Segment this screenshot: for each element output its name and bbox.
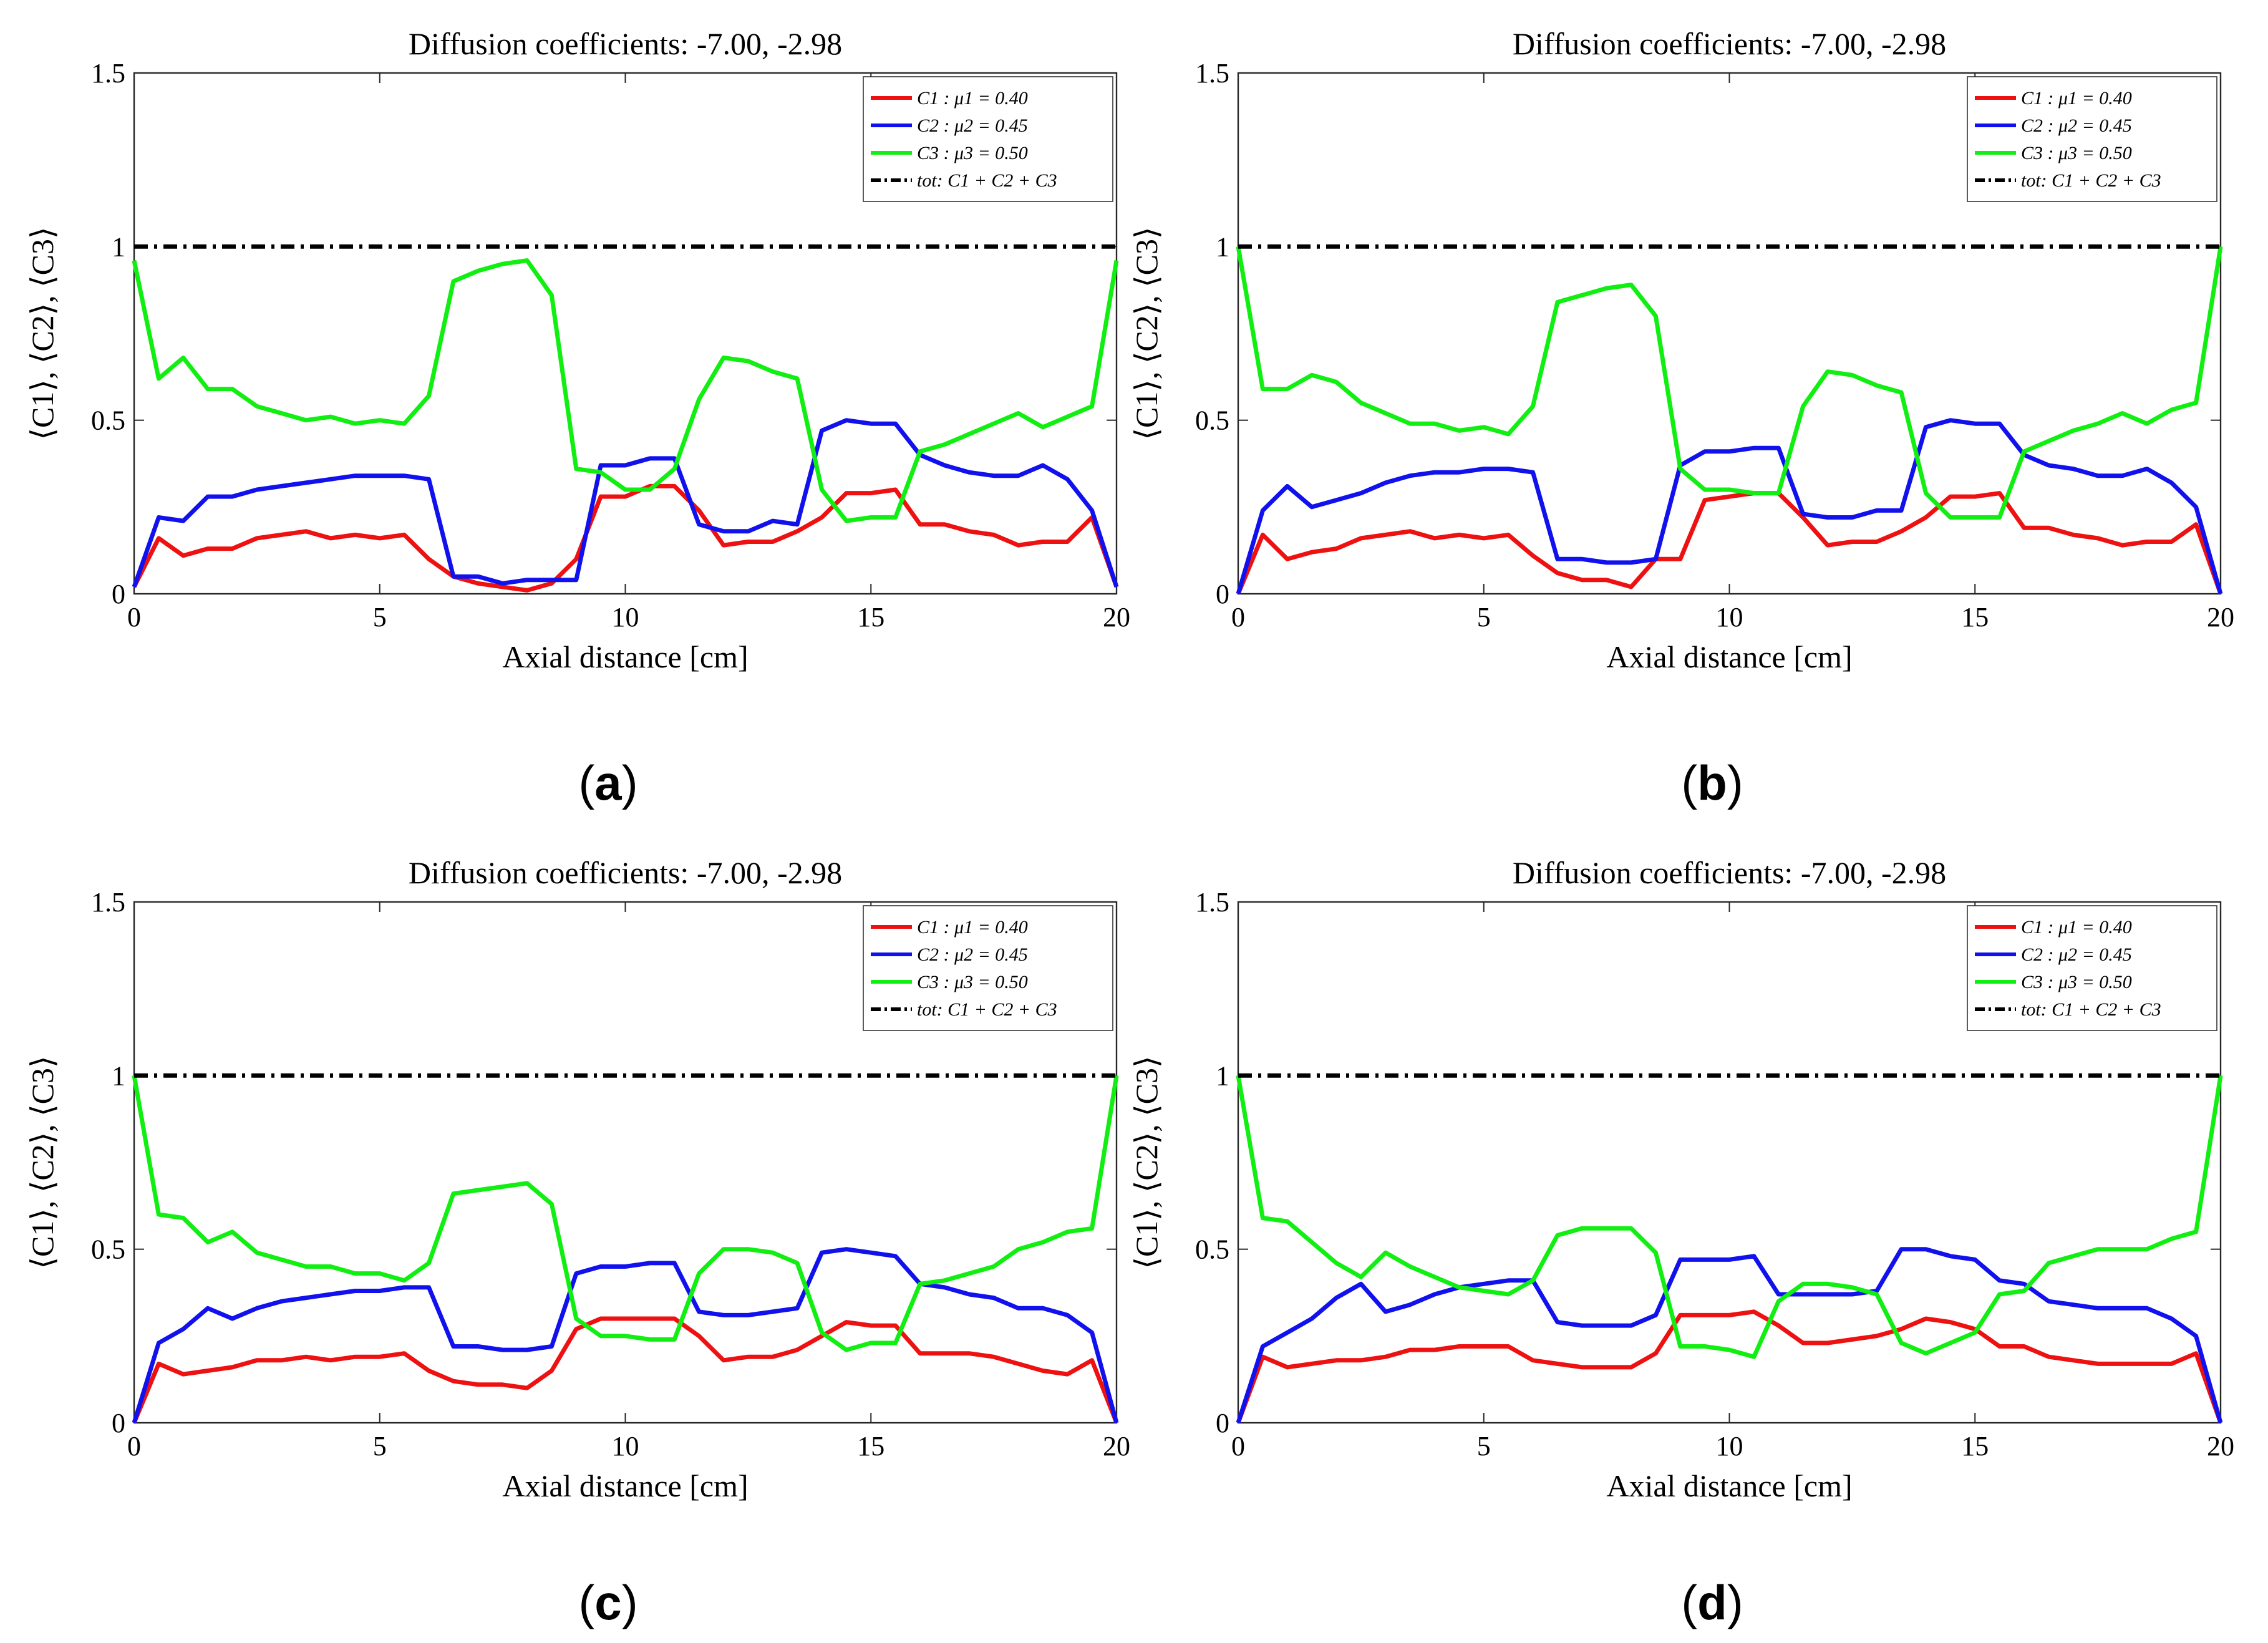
chart-c-ytick-label: 0.5 [91,1234,125,1265]
panel-a: Diffusion coefficients: -7.00, -2.98 0 5 10… [0,0,1134,822]
chart-b-ytick-label: 1.5 [1195,58,1229,89]
chart-a-ytick-label: 0 [112,579,125,609]
chart-c-ytick-label: 0 [112,1408,125,1438]
chart-a-ylabel: ⟨C1⟩, ⟨C2⟩, ⟨C3⟩ [25,226,60,440]
chart-c-title: Diffusion coefficients: -7.00, -2.98 [409,855,842,890]
chart-a-ytick-label: 1 [112,231,125,262]
panel-d: Diffusion coefficients: -7.00, -2.98 0 5 10… [1104,829,2238,1643]
chart-c-ylabel: ⟨C1⟩, ⟨C2⟩, ⟨C3⟩ [25,1055,60,1269]
chart-b-xtick-label: 20 [2207,602,2234,632]
panel-c: Diffusion coefficients: -7.00, -2.98 0 5 10… [0,829,1134,1643]
chart-b-ytick-label: 0 [1216,579,1229,609]
chart-c-svg: Diffusion coefficients: -7.00, -2.980 5 10… [25,855,1130,1503]
chart-d-xtick-label: 10 [1716,1431,1743,1461]
chart-d-xtick-label: 0 [1231,1431,1245,1461]
chart-a-series-1-line [132,483,1119,593]
chart-d-svg: Diffusion coefficients: -7.00, -2.980 5 10… [1129,855,2234,1503]
chart-d-ytick-label: 1.5 [1195,887,1229,918]
chart-c-legend-label-2: C2 : μ2 = 0.45 [917,944,1028,965]
chart-c-ytick-label: 1.5 [91,887,125,918]
chart-c-legend-label-4: tot: C1 + C2 + C3 [917,999,1057,1020]
chart-d-legend-label-1: C1 : μ1 = 0.40 [2021,917,2132,938]
chart-b-xtick-label: 15 [1961,602,1989,632]
chart-d-legend-label-3: C3 : μ3 = 0.50 [2021,972,2132,992]
chart-b-xlabel: Axial distance [cm] [1606,639,1852,674]
chart-d-title: Diffusion coefficients: -7.00, -2.98 [1513,855,1946,890]
chart-d-xtick-label: 20 [2207,1431,2234,1461]
chart-b-legend-label-2: C2 : μ2 = 0.45 [2021,115,2132,136]
chart-b-title: Diffusion coefficients: -7.00, -2.98 [1513,26,1946,61]
chart-c-xtick-label: 15 [857,1431,884,1461]
chart-a-series-3-line [132,258,1119,523]
panel-label-d: (d) [1681,1575,1743,1630]
chart-d-series-2-line [1236,1247,2223,1424]
chart-c-ytick-label: 1 [112,1060,125,1091]
chart-c-legend-label-1: C1 : μ1 = 0.40 [917,917,1028,938]
chart-a-series-2-line [132,418,1119,588]
chart-d-legend-label-2: C2 : μ2 = 0.45 [2021,944,2132,965]
chart-a-title: Diffusion coefficients: -7.00, -2.98 [409,26,842,61]
chart-d-ytick-label: 0.5 [1195,1234,1229,1265]
chart-b-xtick-label: 0 [1231,602,1245,632]
chart-d-xtick-label: 15 [1961,1431,1989,1461]
chart-b-xtick-label: 10 [1716,602,1743,632]
panel-label-c: (c) [578,1575,638,1630]
chart-a-xtick-label: 0 [127,602,141,632]
chart-d-xtick-label: 5 [1477,1431,1491,1461]
panel-label-a: (a) [578,755,638,810]
chart-b-series-2-line [1236,418,2223,594]
chart-c-legend-label-3: C3 : μ3 = 0.50 [917,972,1028,992]
chart-c-xtick-label: 10 [612,1431,639,1461]
chart-b-legend-label-1: C1 : μ1 = 0.40 [2021,88,2132,109]
chart-a-legend-label-2: C2 : μ2 = 0.45 [917,115,1028,136]
chart-a-ytick-label: 0.5 [91,405,125,436]
chart-a-svg: Diffusion coefficients: -7.00, -2.980 5 10… [25,26,1130,674]
panel-b: Diffusion coefficients: -7.00, -2.98 0 5 10… [1104,0,2238,822]
chart-c-series-3-line [132,1075,1119,1352]
chart-a-xlabel: Axial distance [cm] [502,639,748,674]
chart-d-ytick-label: 1 [1216,1060,1229,1091]
chart-c-series-1-line [132,1316,1119,1424]
chart-b-ylabel: ⟨C1⟩, ⟨C2⟩, ⟨C3⟩ [1129,226,1164,440]
chart-d-ytick-label: 0 [1216,1408,1229,1438]
chart-b-series-1-line [1236,491,2223,595]
chart-a-legend-label-1: C1 : μ1 = 0.40 [917,88,1028,109]
chart-a-ytick-label: 1.5 [91,58,125,89]
chart-d-ylabel: ⟨C1⟩, ⟨C2⟩, ⟨C3⟩ [1129,1055,1164,1269]
chart-b-legend-label-4: tot: C1 + C2 + C3 [2021,170,2161,191]
chart-b-xtick-label: 5 [1477,602,1491,632]
chart-b-ytick-label: 0.5 [1195,405,1229,436]
chart-c-xtick-label: 5 [373,1431,387,1461]
chart-d-series-1-line [1236,1309,2223,1424]
chart-b-svg: Diffusion coefficients: -7.00, -2.980 5 10… [1129,26,2234,674]
chart-d-legend-label-4: tot: C1 + C2 + C3 [2021,999,2161,1020]
chart-a-legend-label-3: C3 : μ3 = 0.50 [917,143,1028,163]
chart-c-series-2-line [132,1247,1119,1424]
chart-a-xtick-label: 15 [857,602,884,632]
chart-c-xtick-label: 0 [127,1431,141,1461]
chart-b-legend-label-3: C3 : μ3 = 0.50 [2021,143,2132,163]
chart-c-xlabel: Axial distance [cm] [502,1468,748,1503]
chart-a-xtick-label: 10 [612,602,639,632]
panel-label-b: (b) [1681,755,1743,810]
chart-a-legend-label-4: tot: C1 + C2 + C3 [917,170,1057,191]
chart-a-xtick-label: 5 [373,602,387,632]
chart-d-series-3-line [1236,1075,2223,1359]
chart-c-xtick-label: 20 [1103,1431,1130,1461]
chart-b-ytick-label: 1 [1216,231,1229,262]
chart-d-xlabel: Axial distance [cm] [1606,1468,1852,1503]
chart-a-xtick-label: 20 [1103,602,1130,632]
chart-b-series-3-line [1236,246,2223,520]
